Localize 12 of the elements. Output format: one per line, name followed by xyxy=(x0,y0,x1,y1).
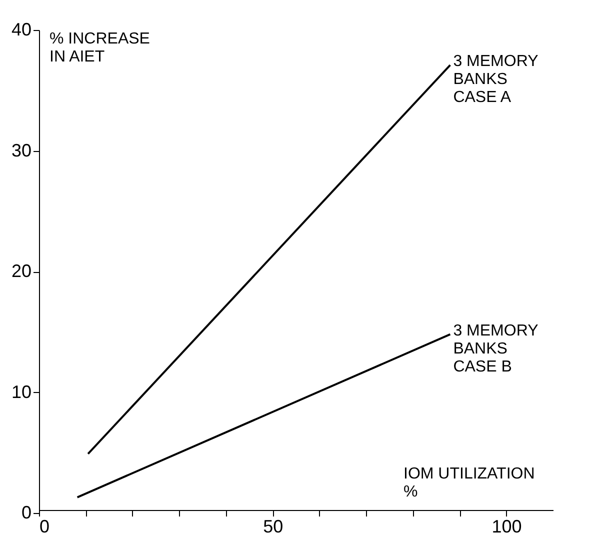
y-tick-label: 0 xyxy=(21,502,32,522)
y-axis-title: % INCREASE IN AIET xyxy=(50,30,150,66)
y-tick-label: 30 xyxy=(11,140,32,160)
y-tick-label: 20 xyxy=(11,261,32,281)
x-tick-label: 50 xyxy=(263,516,284,536)
series-label: 3 MEMORY BANKS CASE A xyxy=(453,53,539,106)
y-tick-label: 10 xyxy=(11,382,32,402)
y-tick-label: 40 xyxy=(11,20,32,40)
x-tick-label: 100 xyxy=(492,516,522,536)
x-tick-label: 0 xyxy=(40,516,50,536)
series-label: 3 MEMORY BANKS CASE B xyxy=(453,322,539,376)
x-axis-title: IOM UTILIZATION % xyxy=(404,466,535,500)
